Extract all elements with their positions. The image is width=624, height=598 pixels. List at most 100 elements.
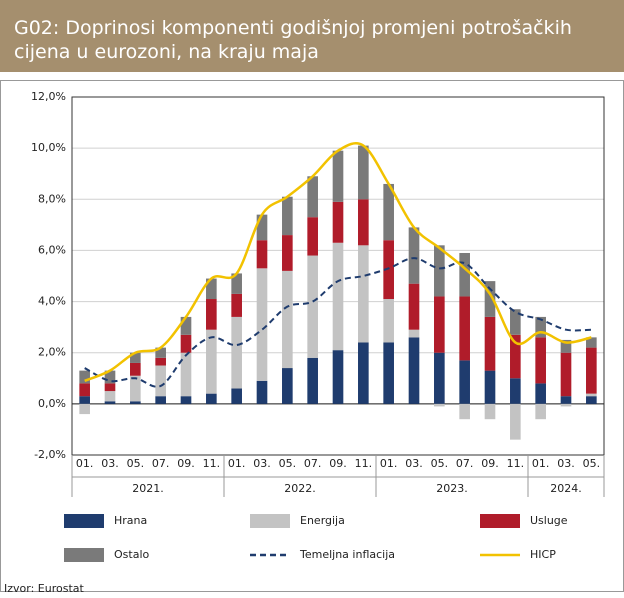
bar <box>383 183 394 241</box>
x-tick-label: 11. <box>507 457 525 470</box>
line <box>84 142 592 383</box>
x-tick-label: 01. <box>532 457 550 470</box>
bar <box>459 252 470 297</box>
x-tick-label: 09. <box>177 457 195 470</box>
bar <box>560 396 572 404</box>
bar <box>408 283 420 330</box>
bar <box>332 350 344 404</box>
bar <box>307 255 318 358</box>
x-tick-label: 03. <box>557 457 575 470</box>
bar <box>206 329 217 394</box>
bar <box>586 393 597 397</box>
bar <box>586 396 597 404</box>
bar <box>231 273 242 294</box>
bar <box>282 235 293 271</box>
y-tick-label: -2,0% <box>34 448 66 461</box>
bar <box>180 352 192 397</box>
bar <box>484 370 496 404</box>
x-tick-label: 11. <box>203 457 221 470</box>
bar <box>484 403 496 420</box>
x-tick-label: 09. <box>481 457 499 470</box>
bar <box>510 403 521 440</box>
bar <box>155 396 166 404</box>
bar <box>535 403 546 420</box>
x-tick-label: 01. <box>380 457 398 470</box>
bar <box>560 339 572 353</box>
bar <box>231 388 242 404</box>
x-tick-label: 09. <box>329 457 347 470</box>
bar <box>104 383 116 392</box>
y-tick-label: 4,0% <box>38 295 66 308</box>
bar <box>79 370 90 384</box>
bar <box>535 316 546 338</box>
bar <box>510 334 521 379</box>
bar <box>206 278 217 300</box>
bar <box>180 396 192 404</box>
plot-border <box>71 96 605 456</box>
x-tick-label: 07. <box>456 457 474 470</box>
bar <box>282 368 293 404</box>
bar <box>535 383 546 404</box>
bar <box>104 391 116 402</box>
bar <box>256 240 268 269</box>
bar <box>282 196 293 236</box>
legend-label: HICP <box>530 548 556 561</box>
bar <box>332 201 344 243</box>
y-tick-label: 2,0% <box>38 346 66 359</box>
legend-swatch <box>64 548 104 562</box>
bar <box>459 360 470 404</box>
group-label: 2021. <box>132 482 164 495</box>
x-tick-label: 05. <box>127 457 145 470</box>
x-tick-label: 07. <box>152 457 170 470</box>
bar <box>256 268 268 381</box>
group-label: 2023. <box>436 482 468 495</box>
bar <box>155 347 166 358</box>
bar <box>434 352 445 404</box>
bar <box>358 199 369 246</box>
bar <box>510 378 521 404</box>
bar <box>130 375 141 402</box>
bar <box>408 337 420 404</box>
bar <box>231 316 242 389</box>
bar <box>180 334 192 353</box>
bar <box>256 214 268 241</box>
x-tick-label: 05. <box>583 457 601 470</box>
bar <box>307 176 318 218</box>
bar <box>358 245 369 343</box>
bar <box>332 150 344 202</box>
bar <box>180 316 192 335</box>
legend-label: Usluge <box>530 514 568 527</box>
bar <box>79 403 90 415</box>
bar <box>130 352 141 363</box>
y-tick-label: 8,0% <box>38 192 66 205</box>
bar <box>560 403 572 407</box>
bar <box>434 403 445 407</box>
bar <box>256 380 268 404</box>
bar <box>586 337 597 348</box>
bar <box>459 296 470 361</box>
bar <box>104 401 116 404</box>
bar <box>307 357 318 404</box>
x-tick-label: 01. <box>76 457 94 470</box>
source: Izvor: Eurostat <box>4 582 84 595</box>
y-tick-label: 12,0% <box>31 90 66 103</box>
x-tick-label: 03. <box>101 457 119 470</box>
line <box>84 257 592 388</box>
bar <box>79 383 90 397</box>
group-label: 2024. <box>550 482 582 495</box>
legend-swatch <box>250 514 290 528</box>
bar <box>560 352 572 397</box>
legend-label: Hrana <box>114 514 147 527</box>
bar <box>408 329 420 338</box>
bar <box>130 362 141 376</box>
bar <box>510 309 521 335</box>
bar <box>307 217 318 256</box>
x-tick-label: 05. <box>431 457 449 470</box>
bar <box>484 281 496 317</box>
bar <box>434 296 445 353</box>
legend-swatch <box>64 514 104 528</box>
legend-label: Energija <box>300 514 345 527</box>
legend-label: Ostalo <box>114 548 149 561</box>
